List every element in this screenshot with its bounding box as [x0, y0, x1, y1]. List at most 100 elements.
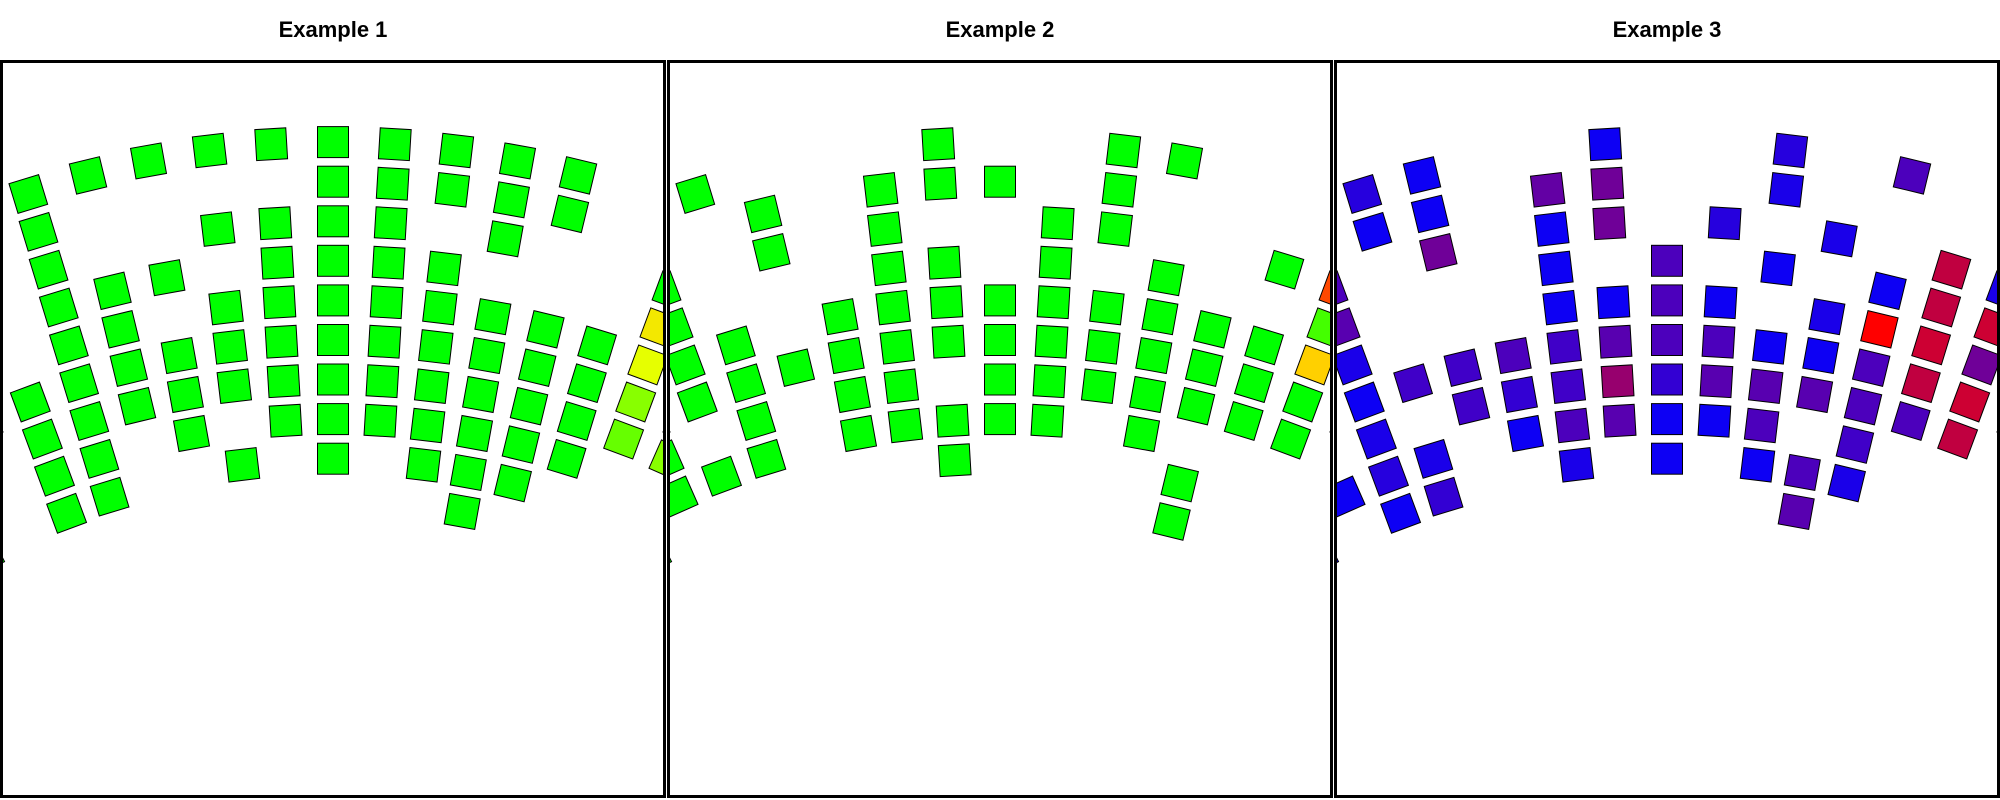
heatmap-cell	[363, 403, 398, 438]
heatmap-cell	[935, 403, 970, 438]
heatmap-cell	[129, 142, 168, 180]
heatmap-cell	[1294, 344, 1330, 386]
heatmap-cell	[212, 329, 248, 365]
heatmap-cell	[670, 344, 706, 386]
heatmap-cell	[1890, 401, 1931, 441]
heatmap-cell	[46, 492, 88, 534]
heatmap-cell	[839, 414, 878, 453]
heatmap-cell	[375, 166, 410, 201]
heatmap-cell	[93, 271, 132, 311]
heatmap-cell	[268, 403, 303, 438]
heatmap-cell	[931, 324, 966, 359]
heatmap-cell	[566, 363, 607, 404]
heatmap-cell	[1038, 245, 1073, 280]
heatmap-cell	[1701, 324, 1736, 359]
heatmap-cell	[59, 363, 100, 404]
heatmap-cell	[1223, 401, 1264, 441]
heatmap-cell	[1937, 418, 1979, 460]
heatmap-cell	[48, 325, 89, 366]
heatmap-cell	[1337, 270, 1349, 312]
heatmap-cell	[1590, 166, 1625, 201]
heatmap-cell	[191, 132, 228, 169]
heatmap-cell	[486, 220, 524, 258]
heatmap-cell	[984, 165, 1016, 198]
heatmap-plot	[1337, 127, 1997, 577]
heatmap-cell	[715, 325, 756, 366]
heatmap-cell	[1337, 344, 1373, 386]
heatmap-cell	[1550, 368, 1587, 404]
heatmap-cell	[1598, 324, 1633, 359]
heatmap-cell	[365, 364, 400, 399]
heatmap-cell	[474, 298, 512, 336]
heatmap-cell	[1600, 364, 1635, 399]
heatmap-cell	[1101, 172, 1138, 208]
heatmap-cell	[603, 418, 645, 460]
heatmap-cell	[1135, 337, 1173, 375]
heatmap-cell	[422, 289, 458, 326]
heatmap-cell	[700, 455, 743, 497]
heatmap-cell	[1410, 194, 1450, 234]
heatmap-cell	[1342, 174, 1383, 214]
heatmap-cell	[670, 307, 694, 349]
heatmap-cell	[262, 285, 297, 320]
heatmap-cell	[746, 438, 787, 479]
heatmap-cell	[1651, 244, 1683, 277]
heatmap-cell	[455, 414, 494, 453]
heatmap-cell	[413, 368, 450, 404]
heatmap-cell	[208, 289, 244, 326]
heatmap-cell	[517, 348, 557, 388]
heatmap-cell	[89, 476, 130, 517]
heatmap-cell	[867, 211, 903, 247]
heatmap-cell	[1827, 463, 1867, 503]
heatmap-cell	[670, 475, 699, 518]
plot-frame	[667, 60, 1333, 798]
panel-title: Example 2	[945, 17, 1055, 42]
heatmap-cell	[1703, 285, 1738, 320]
heatmap-cell	[1900, 363, 1941, 404]
heatmap-cell	[1105, 132, 1142, 169]
heatmap-cell	[1506, 414, 1545, 453]
heatmap-cell	[743, 194, 783, 234]
heatmap-cell	[1380, 492, 1422, 534]
heatmap-cell	[317, 244, 349, 277]
heatmap-cell	[1868, 271, 1907, 311]
heatmap-cell	[317, 442, 349, 475]
heatmap-cell	[984, 324, 1016, 356]
heatmap-cell	[1931, 249, 1972, 290]
heatmap-cell	[1542, 289, 1578, 326]
heatmap-cell	[1796, 375, 1834, 414]
heatmap-cell	[462, 375, 500, 414]
heatmap-cell	[1651, 442, 1683, 475]
heatmap-cell	[875, 289, 911, 326]
heatmap-cell	[1393, 363, 1434, 404]
heatmap-cell	[216, 368, 253, 404]
heatmap-cell	[923, 166, 958, 201]
panel-example-3: Example 3	[1334, 0, 2000, 800]
heatmap-cell	[317, 205, 349, 238]
heatmap-cell	[736, 401, 777, 441]
heatmap-cell	[1820, 220, 1858, 258]
heatmap-cell	[418, 329, 454, 365]
heatmap-cell	[1921, 287, 1962, 328]
heatmap-cell	[493, 463, 533, 503]
heatmap-cell	[1165, 142, 1204, 180]
heatmap-cell	[317, 165, 349, 198]
heatmap-cell	[1097, 211, 1133, 247]
heatmap-cell	[1843, 386, 1883, 426]
heatmap-cell	[1588, 127, 1623, 162]
heatmap-cell	[317, 284, 349, 317]
heatmap-cell	[1122, 414, 1161, 453]
heatmap-cell	[1808, 298, 1846, 336]
heatmap-cell	[1270, 418, 1312, 460]
heatmap-cell	[1985, 270, 1997, 312]
heatmap-cell	[1777, 492, 1815, 530]
heatmap-cell	[1554, 407, 1591, 444]
heatmap-cell	[648, 439, 663, 482]
heatmap-cell	[317, 363, 349, 396]
heatmap-cell	[258, 206, 293, 241]
heatmap-cell	[1337, 307, 1361, 349]
heatmap-cell	[1264, 249, 1305, 290]
heatmap-cell	[1494, 337, 1532, 375]
heatmap-cell	[1743, 407, 1780, 444]
heatmap-cell	[1451, 386, 1491, 426]
